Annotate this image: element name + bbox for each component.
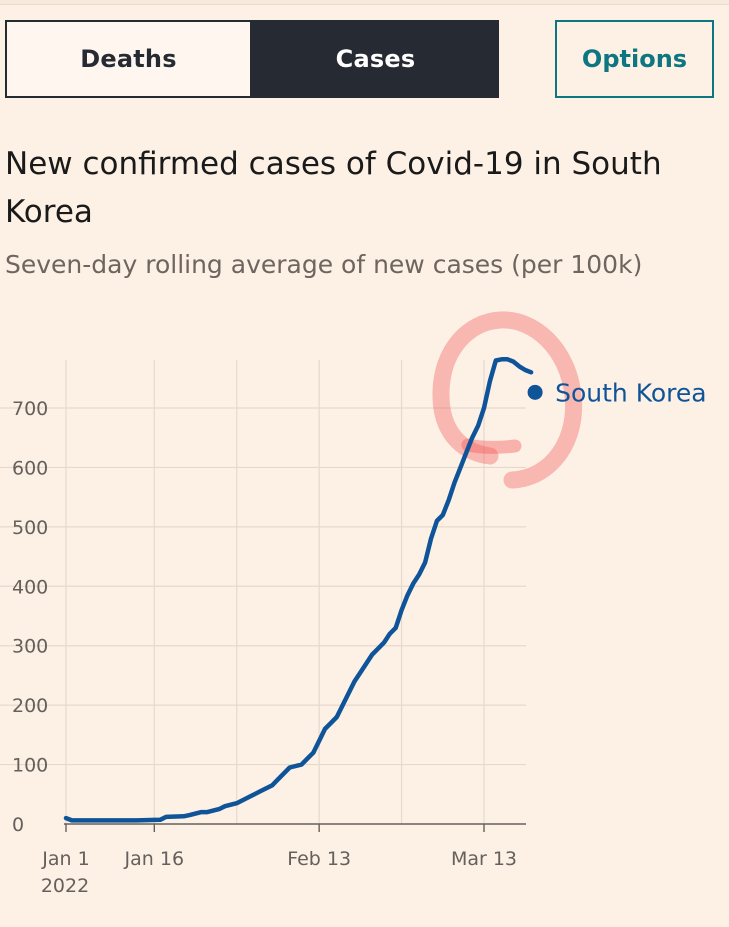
y-tick-label: 400 xyxy=(12,576,48,598)
cases-tab[interactable]: Cases xyxy=(252,20,499,98)
chart-title: New confirmed cases of Covid-19 in South… xyxy=(5,146,662,230)
x-tick-label: Feb 13 xyxy=(287,848,351,870)
series-line-south-korea xyxy=(63,357,534,823)
x-tick-label: Jan 1 xyxy=(41,848,89,870)
series-end-marker xyxy=(527,384,543,400)
y-tick-label: 0 xyxy=(12,814,24,836)
axis-layer: 0 100 200 300 400 500 600 700 Jan 1 2022 Jan 16 Feb… xyxy=(12,398,526,897)
deaths-tab[interactable]: Deaths xyxy=(5,20,252,98)
metric-toggle: Deaths Cases xyxy=(5,20,499,98)
chart-subtitle: Seven-day rolling average of new cases (… xyxy=(5,250,643,279)
series-layer: South Korea xyxy=(63,357,707,823)
highlight-circle xyxy=(432,311,583,489)
y-tick-label: 300 xyxy=(12,636,48,658)
x-tick-label: Mar 13 xyxy=(451,848,517,870)
top-rule xyxy=(0,0,729,5)
x-tick-sublabel: 2022 xyxy=(41,875,89,897)
highlight-stroke xyxy=(461,438,522,454)
y-tick-label: 700 xyxy=(12,398,48,420)
options-button[interactable]: Options xyxy=(555,20,714,98)
x-tick-label: Jan 16 xyxy=(124,848,185,870)
grid-layer xyxy=(0,360,526,824)
y-tick-label: 500 xyxy=(12,517,48,539)
y-tick-label: 100 xyxy=(12,755,48,777)
y-tick-label: 200 xyxy=(12,695,48,717)
y-tick-label: 600 xyxy=(12,457,48,479)
annotation-layer xyxy=(432,311,583,489)
series-end-label: South Korea xyxy=(555,378,706,407)
